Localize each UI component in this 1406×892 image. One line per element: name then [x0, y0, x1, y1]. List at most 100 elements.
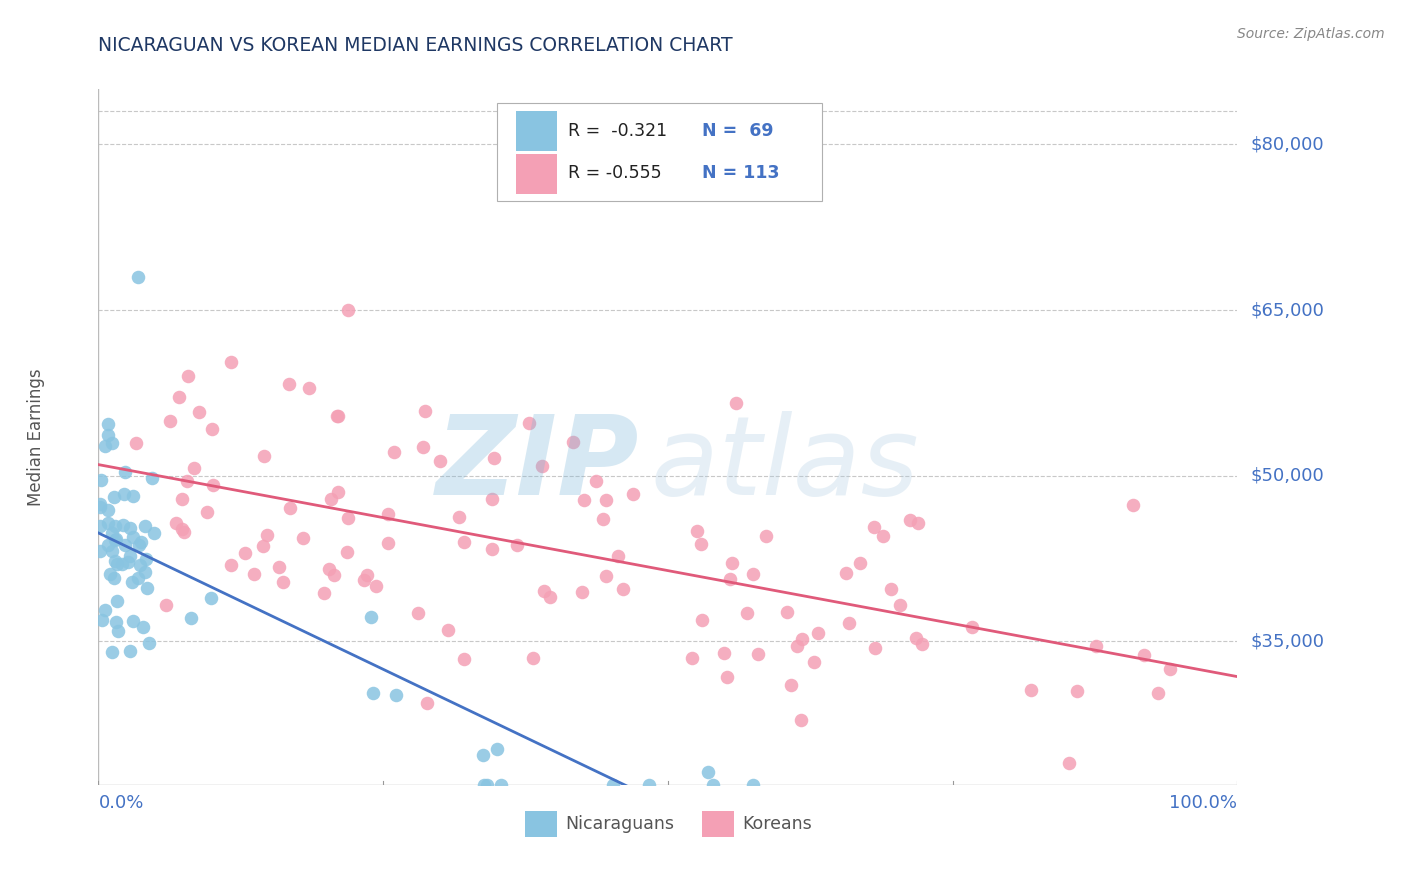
Text: N =  69: N = 69 — [702, 121, 773, 139]
Point — [685, 524, 707, 538]
Point — [111, 557, 134, 571]
Point — [104, 519, 127, 533]
Point — [780, 678, 803, 692]
Point — [1057, 756, 1080, 770]
Point — [117, 555, 139, 569]
Point — [481, 541, 503, 556]
Point — [253, 449, 276, 463]
Point — [97, 417, 120, 432]
Point — [104, 554, 127, 568]
Point — [328, 484, 350, 499]
Bar — [702, 811, 734, 837]
Point — [453, 535, 475, 549]
Point — [1159, 662, 1181, 676]
Point — [803, 655, 825, 669]
Point — [97, 428, 120, 442]
Point — [592, 512, 614, 526]
Point — [97, 538, 120, 552]
Point — [93, 603, 115, 617]
Point — [638, 778, 661, 792]
Point — [188, 405, 211, 419]
Point — [606, 549, 628, 563]
Point — [200, 591, 222, 605]
Point — [167, 390, 190, 404]
Point — [278, 501, 301, 516]
Point — [747, 647, 769, 661]
Point — [135, 551, 157, 566]
Point — [447, 510, 470, 524]
Point — [1019, 683, 1042, 698]
Text: $35,000: $35,000 — [1251, 632, 1324, 650]
Bar — [516, 153, 557, 194]
Text: Median Earnings: Median Earnings — [27, 368, 45, 506]
Point — [337, 302, 360, 317]
Point — [849, 557, 872, 571]
Point — [623, 487, 645, 501]
Point — [690, 613, 713, 627]
Point — [755, 529, 778, 543]
Point — [538, 590, 561, 604]
Point — [114, 466, 136, 480]
Point — [97, 502, 120, 516]
Point — [170, 491, 193, 506]
Point — [602, 778, 624, 792]
Point — [114, 538, 136, 552]
Point — [89, 518, 111, 533]
Bar — [526, 811, 557, 837]
Point — [697, 764, 720, 779]
Point — [486, 741, 509, 756]
Point — [101, 526, 124, 541]
Text: R =  -0.321: R = -0.321 — [568, 121, 666, 139]
Text: 0.0%: 0.0% — [98, 794, 143, 812]
Point — [377, 507, 399, 521]
Point — [107, 624, 129, 639]
Point — [89, 500, 111, 514]
Point — [1147, 686, 1170, 700]
Point — [219, 558, 242, 573]
Point — [177, 368, 200, 383]
Point — [690, 537, 713, 551]
Point — [121, 574, 143, 589]
Text: ZIP: ZIP — [436, 411, 640, 518]
Point — [271, 575, 294, 590]
Point — [291, 531, 314, 545]
Point — [112, 518, 135, 533]
Point — [319, 491, 342, 506]
Text: NICARAGUAN VS KOREAN MEDIAN EARNINGS CORRELATION CHART: NICARAGUAN VS KOREAN MEDIAN EARNINGS COR… — [98, 36, 733, 54]
Point — [363, 685, 385, 699]
Point — [219, 355, 242, 369]
Point — [382, 445, 405, 459]
Point — [122, 489, 145, 503]
Point — [807, 625, 830, 640]
Point — [128, 538, 150, 552]
Point — [89, 497, 111, 511]
Text: 100.0%: 100.0% — [1170, 794, 1237, 812]
Point — [531, 459, 554, 474]
Point — [786, 639, 808, 653]
Point — [104, 533, 127, 547]
Point — [572, 492, 595, 507]
Point — [298, 381, 321, 395]
Point — [155, 598, 177, 612]
Point — [1085, 640, 1108, 654]
Point — [889, 598, 911, 612]
Point — [776, 605, 799, 619]
Point — [337, 511, 360, 525]
Point — [880, 582, 903, 596]
Text: R = -0.555: R = -0.555 — [568, 164, 661, 182]
Point — [104, 532, 127, 546]
Point — [132, 620, 155, 634]
Point — [702, 778, 724, 792]
Point — [336, 545, 359, 559]
Point — [201, 422, 224, 436]
Point — [243, 567, 266, 582]
Point — [105, 594, 128, 608]
Bar — [516, 111, 557, 152]
Point — [741, 778, 763, 792]
FancyBboxPatch shape — [498, 103, 821, 201]
Point — [118, 520, 141, 534]
Point — [960, 620, 983, 634]
Point — [127, 269, 149, 284]
Point — [277, 377, 299, 392]
Point — [562, 434, 585, 449]
